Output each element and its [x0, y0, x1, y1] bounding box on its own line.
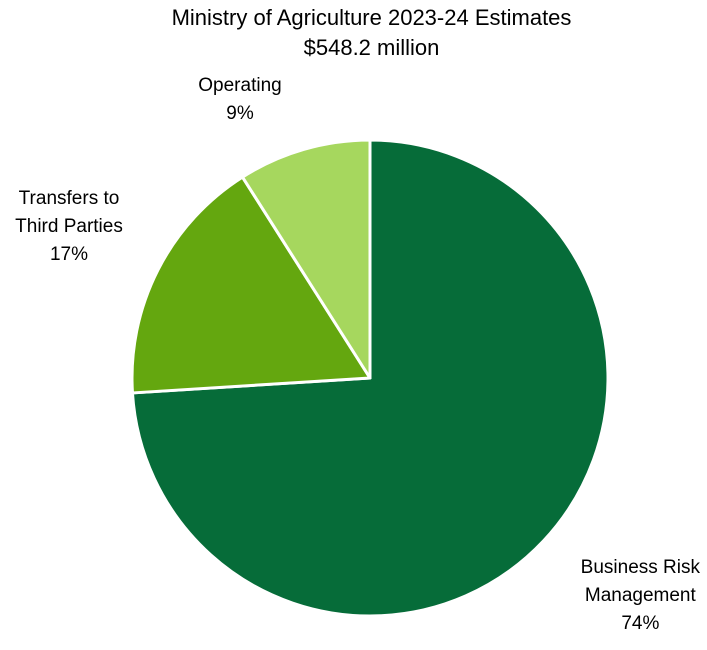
slice-label-operating: Operating 9%	[180, 72, 300, 128]
slice-label-line: Transfers to	[18, 188, 120, 209]
slice-label-line: Business Risk	[580, 557, 700, 578]
slice-label-line: Third Parties	[15, 216, 123, 237]
slice-label-business-risk-management: Business Risk Management 74%	[581, 554, 700, 638]
chart-subtitle: $548.2 million	[303, 35, 440, 60]
chart-title: Ministry of Agriculture 2023-24 Estimate…	[171, 5, 572, 30]
slice-percent: 74%	[621, 613, 660, 634]
pie-slice-operating	[240, 138, 372, 380]
slice-label-line: Operating	[198, 75, 282, 96]
slice-label-line: Management	[584, 585, 696, 606]
slice-label-transfers-to-third-parties: Transfers to Third Parties 17%	[0, 185, 138, 269]
pie-slice-transfers-to-third-parties	[130, 175, 372, 395]
slice-percent: 9%	[226, 103, 254, 124]
slice-percent: 17%	[49, 244, 89, 265]
